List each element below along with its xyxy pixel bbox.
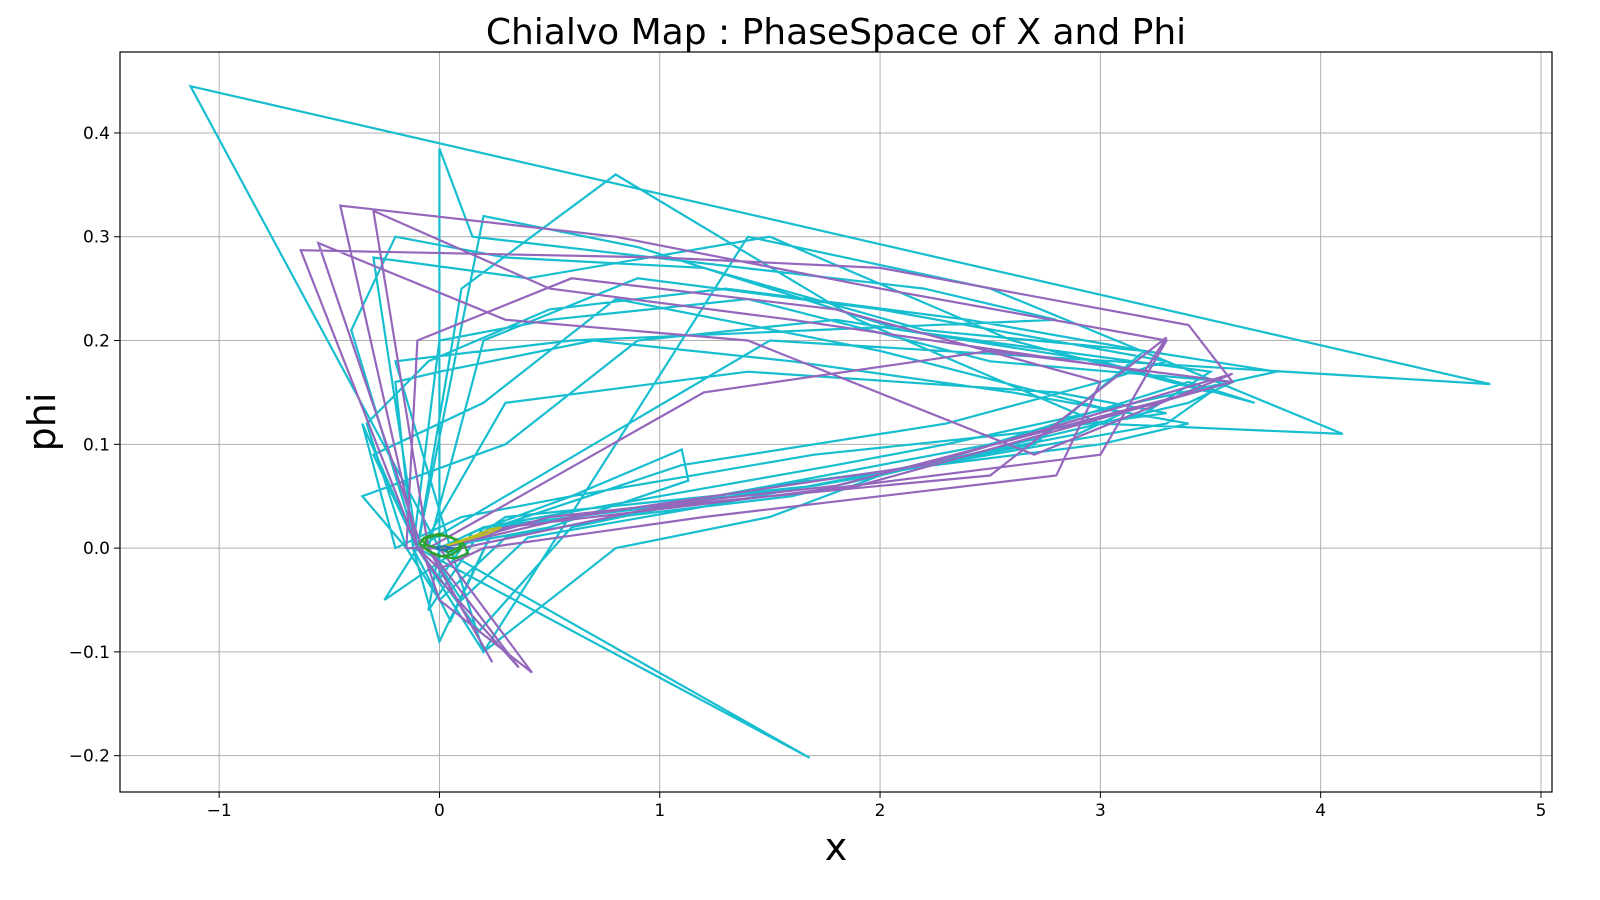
chart-title: Chialvo Map : PhaseSpace of X and Phi xyxy=(486,12,1186,53)
y-tick-label: −0.1 xyxy=(69,643,110,663)
x-axis-label: x xyxy=(825,825,848,869)
y-tick-label: 0.4 xyxy=(83,124,110,144)
y-tick-label: −0.2 xyxy=(69,747,110,767)
x-tick-label: 5 xyxy=(1536,801,1547,821)
axis-ticks: −1 0 1 2 3 4 5 −0.2 −0.1 0.0 0.1 0.2 0.3 0.4 xyxy=(69,124,1547,821)
y-tick-label: 0.0 xyxy=(83,539,110,559)
x-tick-label: 4 xyxy=(1315,801,1326,821)
series-line-1 xyxy=(188,84,1491,759)
series-layer xyxy=(188,84,1491,759)
series-line-4 xyxy=(439,526,502,550)
x-tick-label: 3 xyxy=(1095,801,1106,821)
y-axis-label: phi xyxy=(20,393,64,452)
y-tick-label: 0.3 xyxy=(83,228,110,248)
x-tick-label: 1 xyxy=(654,801,665,821)
x-tick-label: −1 xyxy=(207,801,232,821)
series-line-2 xyxy=(299,204,1235,674)
grid-lines xyxy=(120,52,1552,792)
y-tick-label: 0.2 xyxy=(83,332,110,352)
x-tick-label: 0 xyxy=(434,801,445,821)
series-line-5 xyxy=(434,544,454,552)
plot-frame xyxy=(119,51,1553,793)
series-line-3 xyxy=(418,532,470,560)
x-tick-label: 2 xyxy=(875,801,886,821)
y-tick-label: 0.1 xyxy=(83,435,110,455)
